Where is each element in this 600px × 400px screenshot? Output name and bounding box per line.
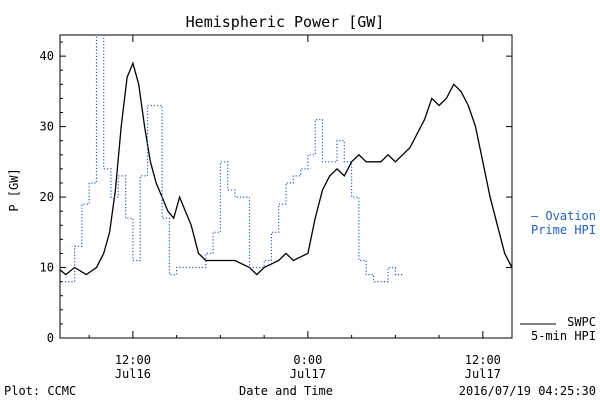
legend-swpc-line1: SWPC	[567, 315, 596, 329]
x-tick-date: Jul17	[290, 367, 326, 381]
y-tick-label: 40	[40, 49, 54, 63]
y-tick-label: 10	[40, 261, 54, 275]
x-tick-date: Jul16	[115, 367, 151, 381]
x-tick-time: 12:00	[115, 353, 151, 367]
plot-frame	[59, 34, 513, 339]
chart-title: Hemispheric Power [GW]	[186, 13, 385, 31]
y-tick-label: 20	[40, 190, 54, 204]
series-ovation-line	[60, 35, 403, 283]
series-swpc-line	[60, 61, 512, 276]
y-tick-label: 0	[47, 331, 54, 345]
x-tick-date: Jul17	[465, 367, 501, 381]
footer-plot-credit: Plot: CCMC	[4, 384, 76, 398]
legend-swpc-line2: 5-min HPI	[531, 329, 596, 343]
x-tick-time: 12:00	[465, 353, 501, 367]
legend-ovation: — Ovation Prime HPI	[531, 209, 596, 237]
y-tick-label: 30	[40, 120, 54, 134]
legend-ovation-line1: — Ovation	[531, 209, 596, 223]
legend-ovation-line2: Prime HPI	[531, 223, 596, 237]
y-axis-label: P [GW]	[7, 168, 21, 211]
series-lines	[60, 35, 512, 283]
x-tick-time: 0:00	[293, 353, 322, 367]
plot-axes	[59, 34, 513, 339]
legend-swpc: SWPC 5-min HPI	[520, 315, 596, 343]
x-axis-label: Date and Time	[239, 384, 333, 398]
y-ticks: 0 10 20 30 40	[40, 41, 512, 345]
x-ticks: 12:00Jul160:00Jul1712:00Jul170:00Jul1812…	[88, 35, 501, 381]
footer-timestamp: 2016/07/19 04:25:30	[459, 384, 596, 398]
